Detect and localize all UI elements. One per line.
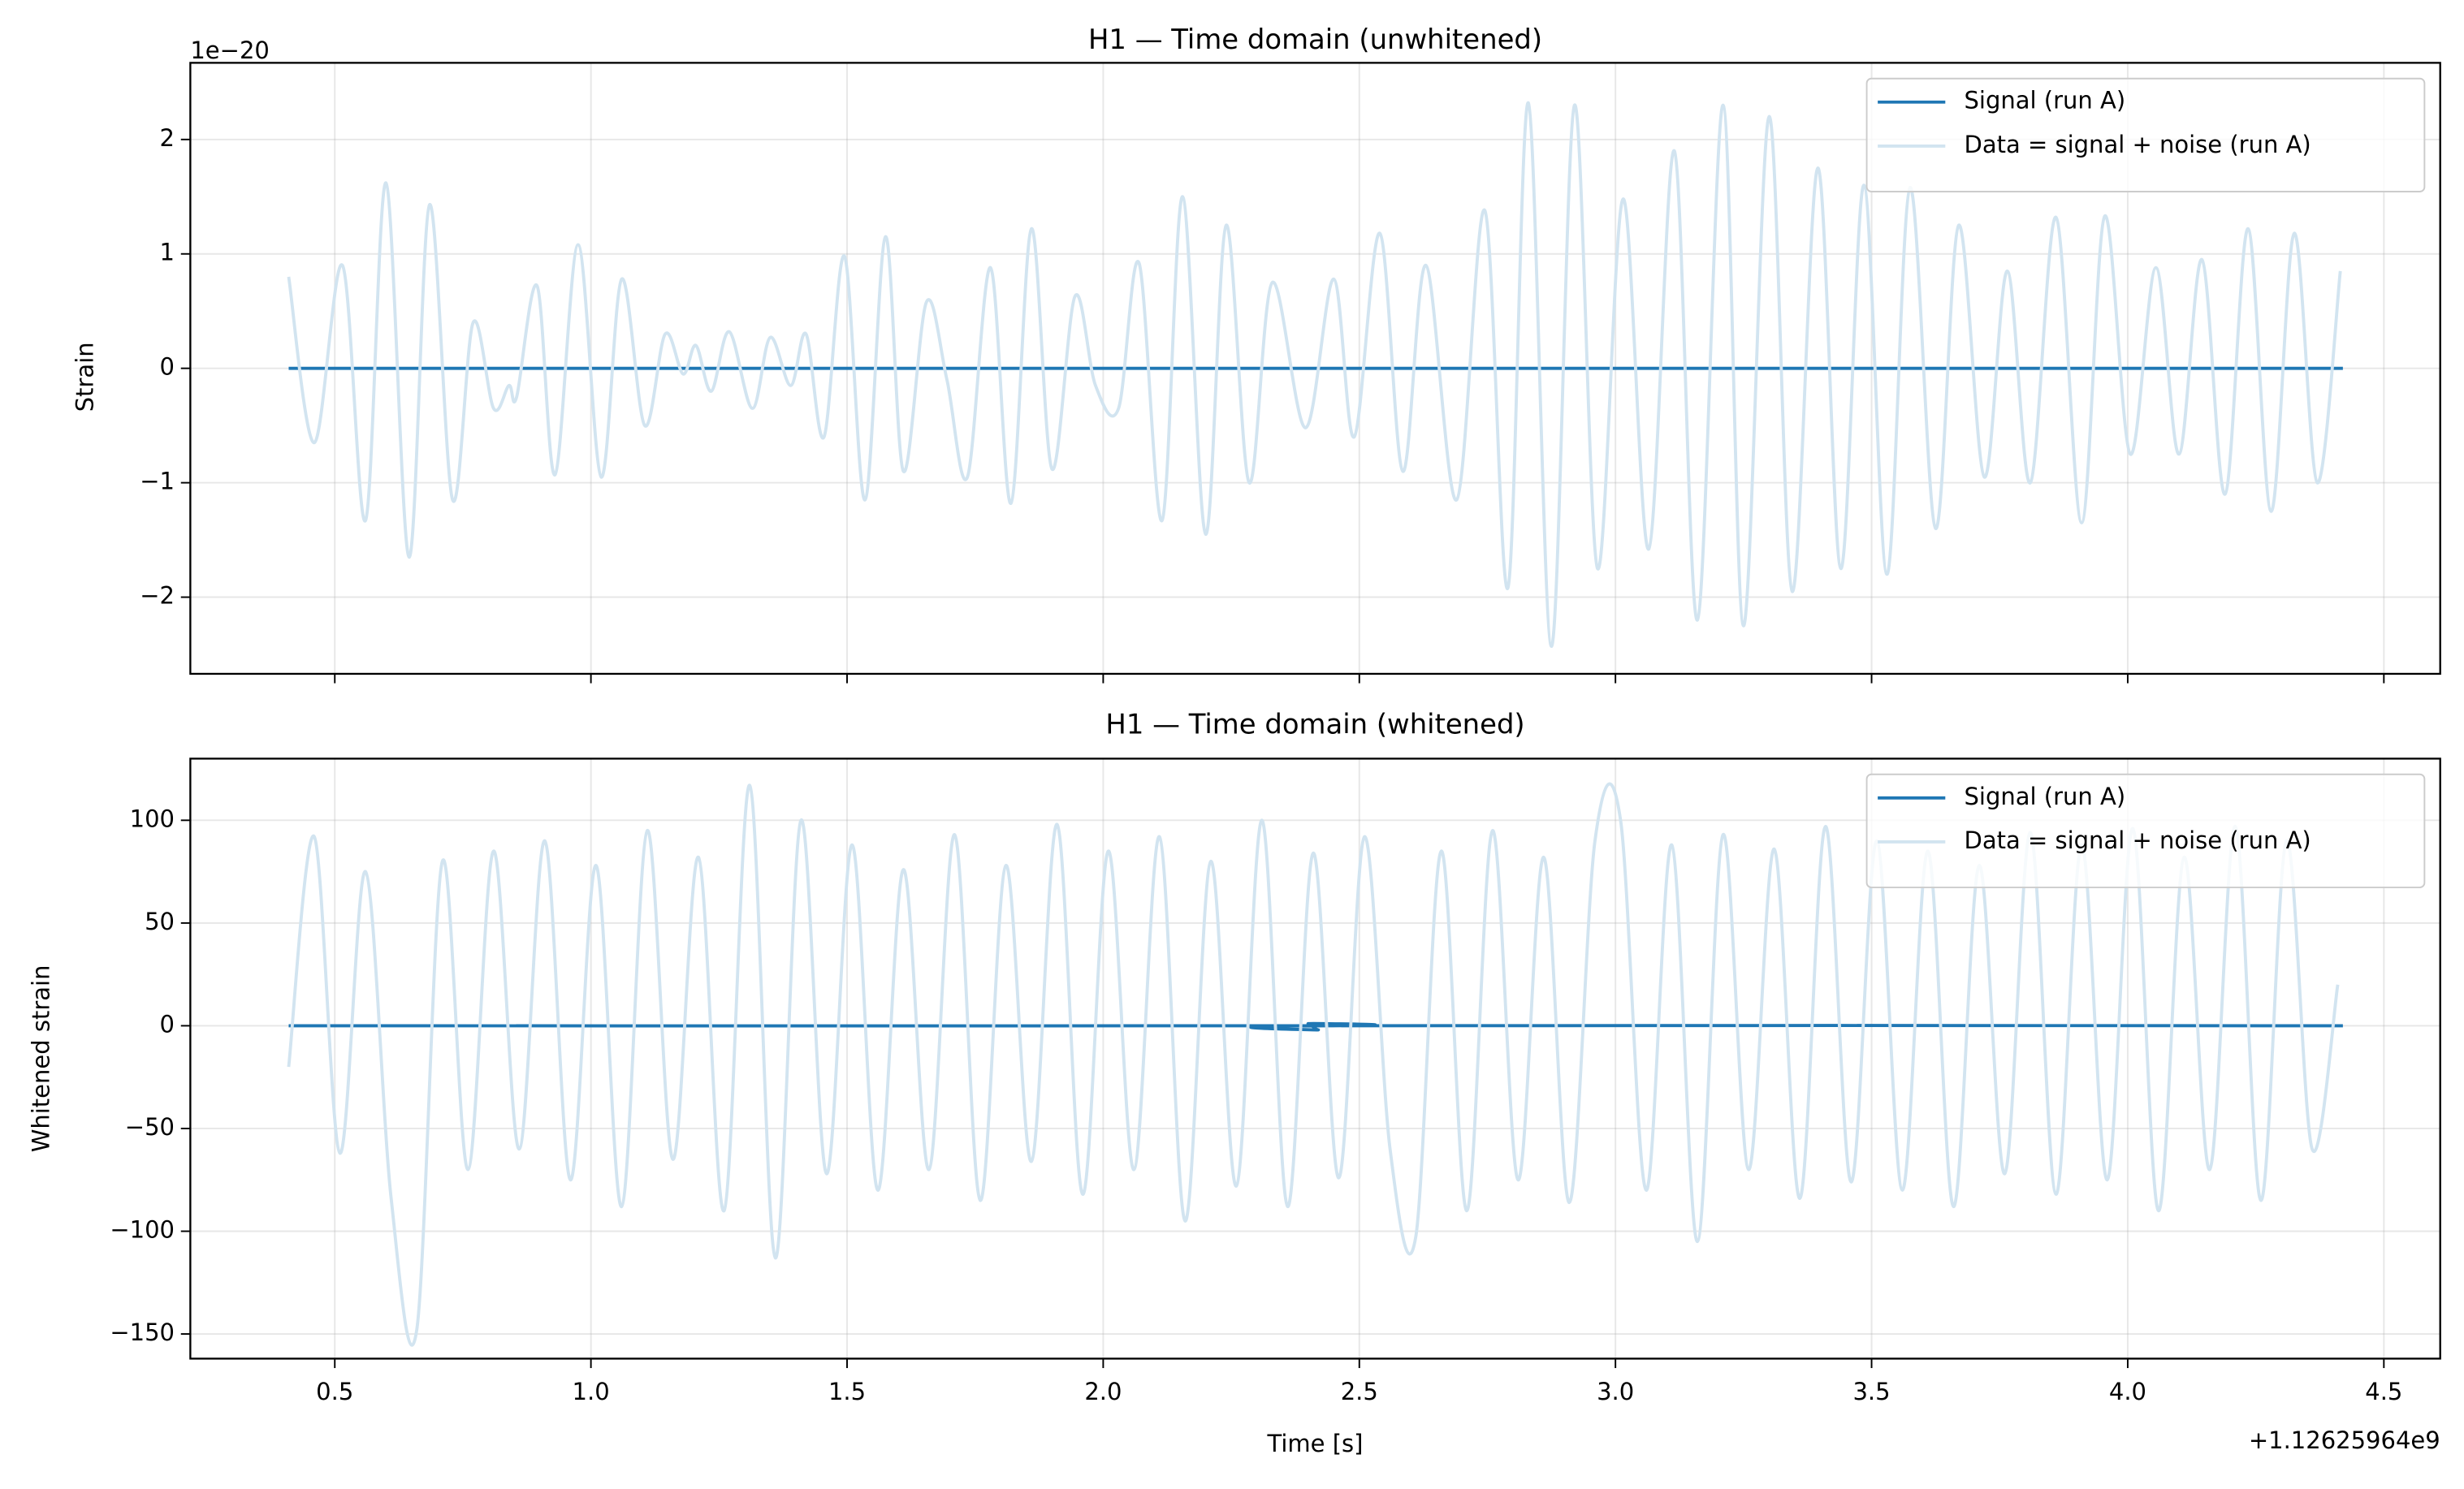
- x-tick-label: 4.0: [2109, 1378, 2146, 1405]
- x-tick-label: 3.5: [1852, 1378, 1890, 1405]
- y-tick-label: 1: [160, 239, 175, 266]
- legend-box: [1865, 773, 2426, 889]
- y-tick-label: 0: [160, 1010, 175, 1038]
- y-tick-label: −2: [140, 582, 175, 610]
- y-tick-label: −50: [125, 1113, 175, 1141]
- x-tick-label: 3.0: [1597, 1378, 1634, 1405]
- y-tick-label: 0: [160, 353, 175, 381]
- y-tick-label: −1: [140, 468, 175, 495]
- legend-label: Data = signal + noise (run A): [1965, 827, 2311, 854]
- y-offset-text: 1e−20: [190, 37, 269, 64]
- x-tick-label: 2.0: [1084, 1378, 1122, 1405]
- legend-label: Data = signal + noise (run A): [1965, 131, 2311, 158]
- y-tick-label: 2: [160, 124, 175, 152]
- x-tick-label: 1.5: [828, 1378, 866, 1405]
- y-tick-label: 50: [145, 908, 175, 935]
- x-tick-label: 2.5: [1341, 1378, 1378, 1405]
- axes-frame: [189, 62, 2441, 675]
- x-tick-label: 1.0: [573, 1378, 610, 1405]
- x-offset-text: +1.12625964e9: [2249, 1426, 2440, 1454]
- y-tick-label: −100: [110, 1216, 175, 1244]
- legend-label: Signal (run A): [1965, 87, 2126, 114]
- x-axis-label: Time [s]: [1267, 1430, 1364, 1457]
- y-axis-label: Strain: [71, 342, 99, 412]
- series-line: [287, 101, 2342, 649]
- chart-title: H1 — Time domain (whitened): [1105, 708, 1524, 740]
- chart-title: H1 — Time domain (unwhitened): [1088, 24, 1542, 55]
- series-line: [288, 1021, 2343, 1032]
- y-tick-label: 100: [130, 805, 175, 832]
- y-axis-label: Whitened strain: [28, 965, 55, 1153]
- y-tick-label: −150: [110, 1319, 175, 1346]
- legend-label: Signal (run A): [1965, 783, 2126, 810]
- legend-box: [1865, 77, 2426, 192]
- x-tick-label: 0.5: [316, 1378, 353, 1405]
- series-line: [287, 782, 2340, 1347]
- axes-frame: [189, 757, 2441, 1360]
- x-tick-label: 4.5: [2365, 1378, 2402, 1405]
